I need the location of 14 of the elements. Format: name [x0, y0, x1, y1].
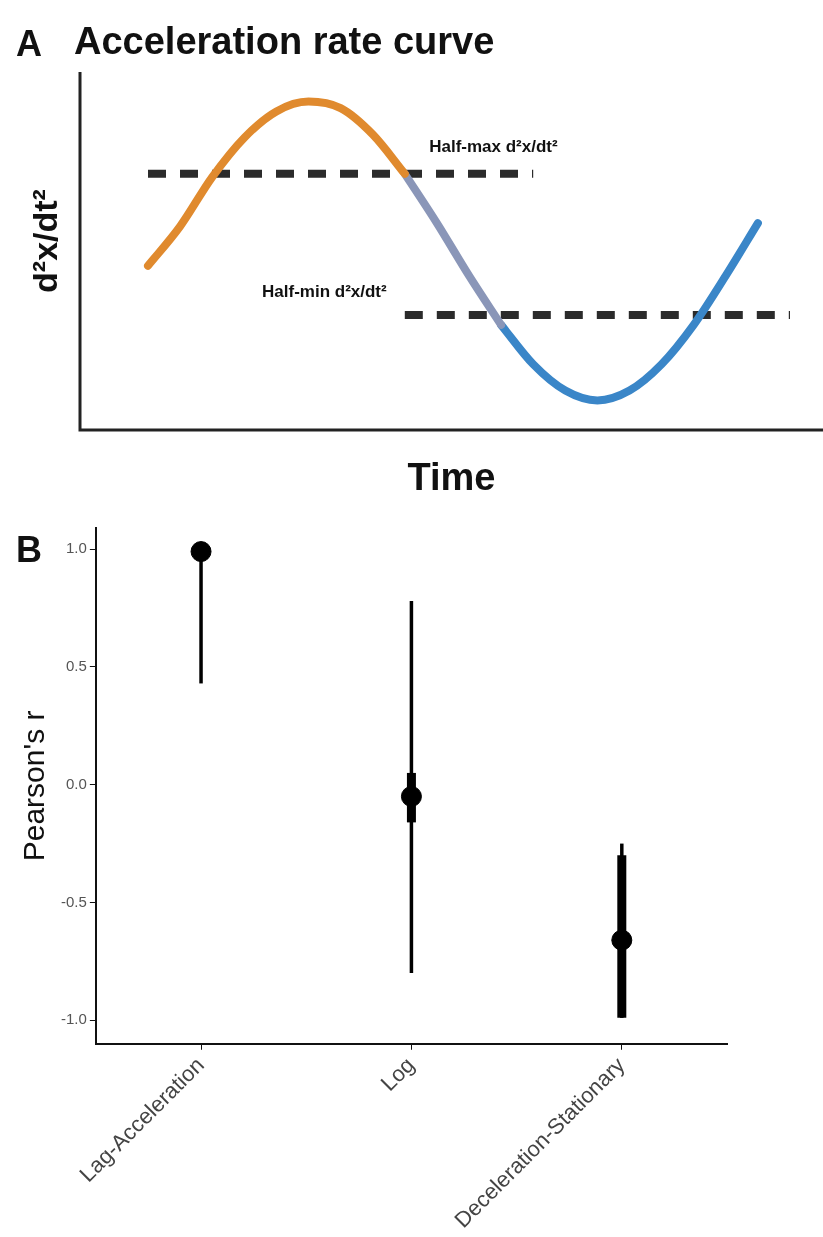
- annotation: Half-max d²x/dt²: [429, 136, 558, 156]
- annotation: Half-min d²x/dt²: [262, 281, 388, 301]
- chart-title: Acceleration rate curve: [74, 20, 495, 62]
- x-tick-label: Log: [375, 1052, 420, 1096]
- text: A: [16, 22, 42, 64]
- text: B: [16, 528, 42, 570]
- y-axis-title: d²x/dt²: [26, 189, 65, 293]
- y-tick-label: 0.0: [65, 774, 87, 792]
- y-tick-label: -1.0: [60, 1010, 87, 1028]
- x-axis-title: Time: [407, 456, 496, 498]
- y-tick-label: 1.0: [65, 539, 87, 557]
- y-axis-title: Pearson's r: [17, 710, 51, 862]
- y-tick-label: 0.5: [65, 657, 87, 675]
- y-tick-label: -0.5: [60, 892, 87, 910]
